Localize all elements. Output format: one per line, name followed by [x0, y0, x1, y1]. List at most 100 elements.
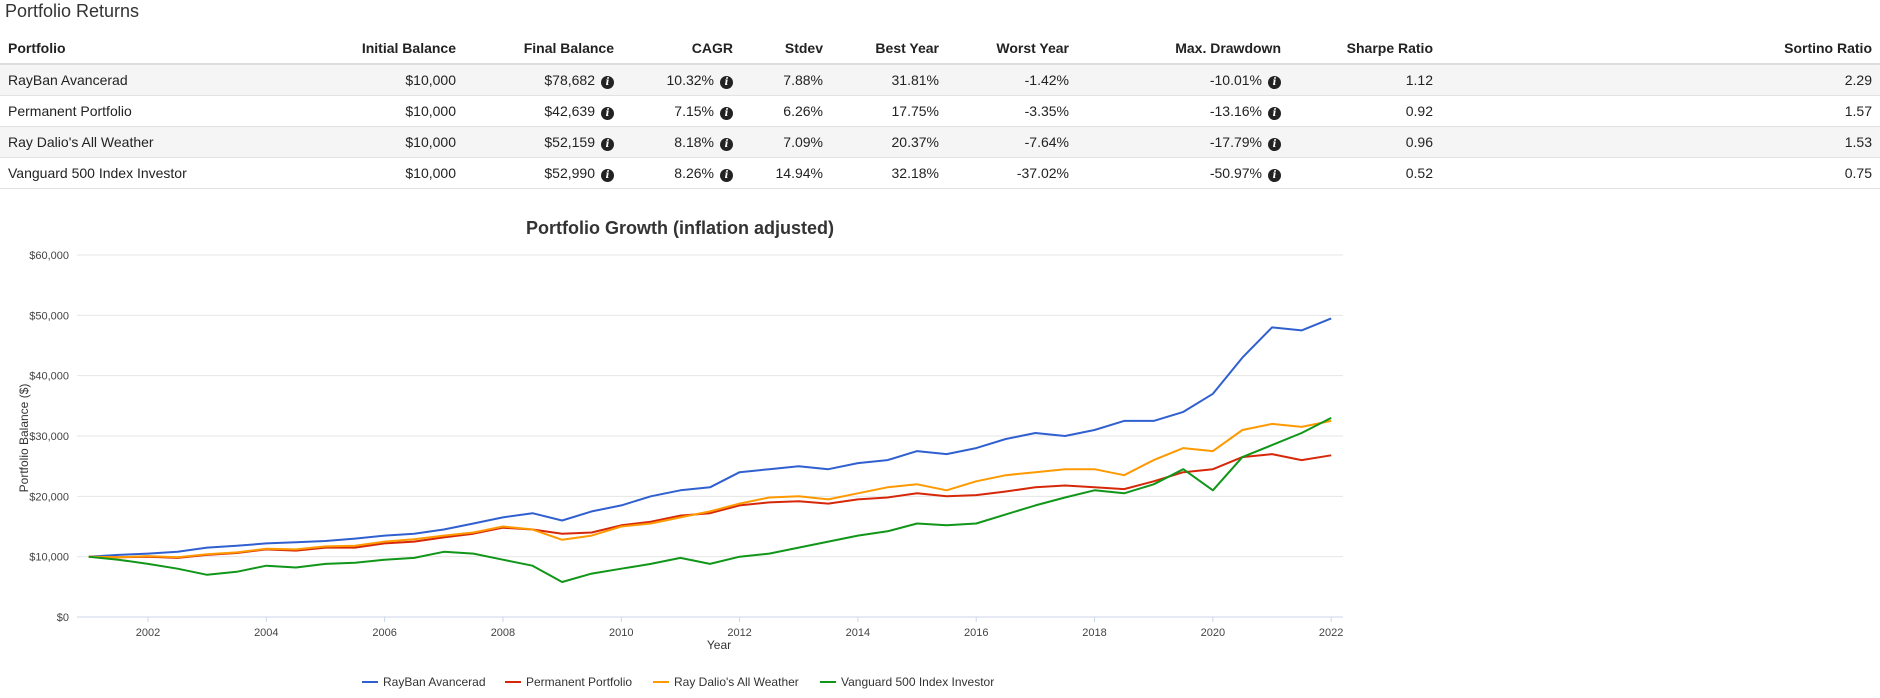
- series-line[interactable]: [88, 419, 1332, 559]
- series-line[interactable]: [88, 453, 1332, 559]
- cell-stdev-value: 7.88%: [783, 72, 823, 88]
- series-lines: [88, 317, 1332, 583]
- cell-stdev: 6.26%: [741, 95, 831, 127]
- cell-stdev: 7.09%: [741, 126, 831, 158]
- x-tick-label: 2010: [609, 627, 633, 639]
- info-icon[interactable]: i: [601, 75, 614, 89]
- info-icon[interactable]: i: [720, 168, 733, 182]
- cell-worst-year: -37.02%: [947, 157, 1077, 189]
- cell-final-balance-value: $42,639: [544, 102, 595, 119]
- cell-portfolio: Vanguard 500 Index Investor: [0, 157, 296, 189]
- cell-worst-year-value: -3.35%: [1024, 103, 1069, 119]
- cell-sortino-ratio-value: 1.57: [1844, 103, 1872, 119]
- cell-sharpe-ratio-value: 1.12: [1405, 72, 1433, 88]
- cell-best-year: 32.18%: [831, 157, 947, 189]
- header-cagr[interactable]: CAGR: [622, 33, 741, 65]
- cell-stdev-value: 6.26%: [783, 103, 823, 119]
- y-tick-label: $40,000: [29, 371, 69, 383]
- legend-item[interactable]: Vanguard 500 Index Investor: [820, 675, 994, 689]
- header-initial-balance[interactable]: Initial Balance: [296, 33, 464, 65]
- legend-label: RayBan Avancerad: [383, 675, 486, 689]
- info-icon[interactable]: i: [720, 137, 733, 151]
- cell-max-drawdown-value: -13.16%: [1209, 102, 1262, 119]
- header-portfolio[interactable]: Portfolio: [0, 33, 296, 65]
- cell-sharpe-ratio: 0.92: [1289, 95, 1441, 127]
- series-line[interactable]: [88, 417, 1332, 583]
- info-icon[interactable]: i: [720, 106, 733, 120]
- info-icon[interactable]: i: [601, 106, 614, 120]
- cell-initial-balance-value: $10,000: [405, 72, 456, 88]
- cell-worst-year-value: -7.64%: [1024, 134, 1069, 150]
- cell-sharpe-ratio-value: 0.96: [1405, 134, 1433, 150]
- cell-sharpe-ratio-value: 0.92: [1405, 103, 1433, 119]
- header-stdev[interactable]: Stdev: [741, 33, 831, 65]
- legend-item[interactable]: Permanent Portfolio: [505, 675, 632, 689]
- x-axis-ticks: 2002 2004 2006 2008 2010 2012 2014 2016 2018 2020…: [136, 617, 1343, 639]
- x-tick-label: 2022: [1319, 627, 1343, 639]
- cell-cagr: 8.18% i: [622, 126, 741, 158]
- info-icon[interactable]: i: [1268, 106, 1281, 120]
- legend-item[interactable]: Ray Dalio's All Weather: [653, 675, 799, 689]
- cell-cagr: 8.26% i: [622, 157, 741, 189]
- cell-sharpe-ratio: 0.96: [1289, 126, 1441, 158]
- portfolio-returns-table: Portfolio Initial Balance Final Balance …: [0, 33, 1880, 189]
- table-row: RayBan Avancerad $10,000 $78,682 i 10.32% i 7.…: [0, 64, 1880, 96]
- info-icon[interactable]: i: [601, 137, 614, 151]
- y-tick-label: $50,000: [29, 310, 69, 322]
- header-max-drawdown[interactable]: Max. Drawdown: [1077, 33, 1289, 65]
- section-title: Portfolio Returns: [5, 1, 140, 21]
- info-icon[interactable]: i: [1268, 137, 1281, 151]
- x-axis-label: Year: [707, 638, 731, 652]
- header-sharpe-ratio[interactable]: Sharpe Ratio: [1289, 33, 1441, 65]
- cell-max-drawdown-value: -50.97%: [1209, 164, 1262, 181]
- cell-cagr-value: 8.18%: [674, 133, 714, 150]
- grid-lines: [77, 254, 1343, 618]
- header-best-year[interactable]: Best Year: [831, 33, 947, 65]
- cell-max-drawdown: -10.01% i: [1077, 64, 1289, 96]
- y-axis-label: Portfolio Balance ($): [17, 384, 31, 493]
- legend-label: Permanent Portfolio: [526, 675, 632, 689]
- legend-item[interactable]: RayBan Avancerad: [362, 675, 486, 689]
- cell-cagr-value: 10.32%: [666, 71, 714, 88]
- cell-worst-year: -3.35%: [947, 95, 1077, 127]
- header-final-balance[interactable]: Final Balance: [464, 33, 622, 65]
- cell-final-balance: $52,990 i: [464, 157, 622, 189]
- table-header-row: Portfolio Initial Balance Final Balance …: [0, 33, 1880, 65]
- cell-portfolio-value: Vanguard 500 Index Investor: [8, 165, 187, 181]
- cell-best-year: 31.81%: [831, 64, 947, 96]
- cell-cagr-value: 8.26%: [674, 164, 714, 181]
- cell-initial-balance: $10,000: [296, 95, 464, 127]
- cell-best-year: 20.37%: [831, 126, 947, 158]
- cell-final-balance-value: $52,159: [544, 133, 595, 150]
- cell-final-balance: $52,159 i: [464, 126, 622, 158]
- cell-initial-balance-value: $10,000: [405, 134, 456, 150]
- x-tick-label: 2008: [491, 627, 515, 639]
- cell-best-year: 17.75%: [831, 95, 947, 127]
- info-icon[interactable]: i: [720, 75, 733, 89]
- cell-final-balance-value: $52,990: [544, 164, 595, 181]
- info-icon[interactable]: i: [601, 168, 614, 182]
- table-row: Ray Dalio's All Weather $10,000 $52,159 i 8.…: [0, 126, 1880, 158]
- header-sortino-ratio[interactable]: Sortino Ratio: [1441, 33, 1880, 65]
- x-tick-label: 2004: [254, 627, 278, 639]
- info-icon[interactable]: i: [1268, 75, 1281, 89]
- x-tick-label: 2002: [136, 627, 160, 639]
- cell-initial-balance: $10,000: [296, 157, 464, 189]
- cell-max-drawdown: -17.79% i: [1077, 126, 1289, 158]
- cell-cagr: 10.32% i: [622, 64, 741, 96]
- cell-portfolio: Ray Dalio's All Weather: [0, 126, 296, 158]
- y-tick-label: $10,000: [29, 552, 69, 564]
- y-tick-label: $30,000: [29, 431, 69, 443]
- cell-stdev-value: 14.94%: [775, 165, 823, 181]
- x-tick-label: 2006: [372, 627, 396, 639]
- series-line[interactable]: [88, 317, 1332, 558]
- header-worst-year[interactable]: Worst Year: [947, 33, 1077, 65]
- cell-initial-balance-value: $10,000: [405, 103, 456, 119]
- cell-initial-balance-value: $10,000: [405, 165, 456, 181]
- chart-title: Portfolio Growth (inflation adjusted): [526, 218, 834, 238]
- cell-sharpe-ratio-value: 0.52: [1405, 165, 1433, 181]
- cell-sortino-ratio-value: 1.53: [1844, 134, 1872, 150]
- info-icon[interactable]: i: [1268, 168, 1281, 182]
- cell-portfolio: Permanent Portfolio: [0, 95, 296, 127]
- legend: RayBan Avancerad Permanent Portfolio Ray D…: [362, 675, 994, 689]
